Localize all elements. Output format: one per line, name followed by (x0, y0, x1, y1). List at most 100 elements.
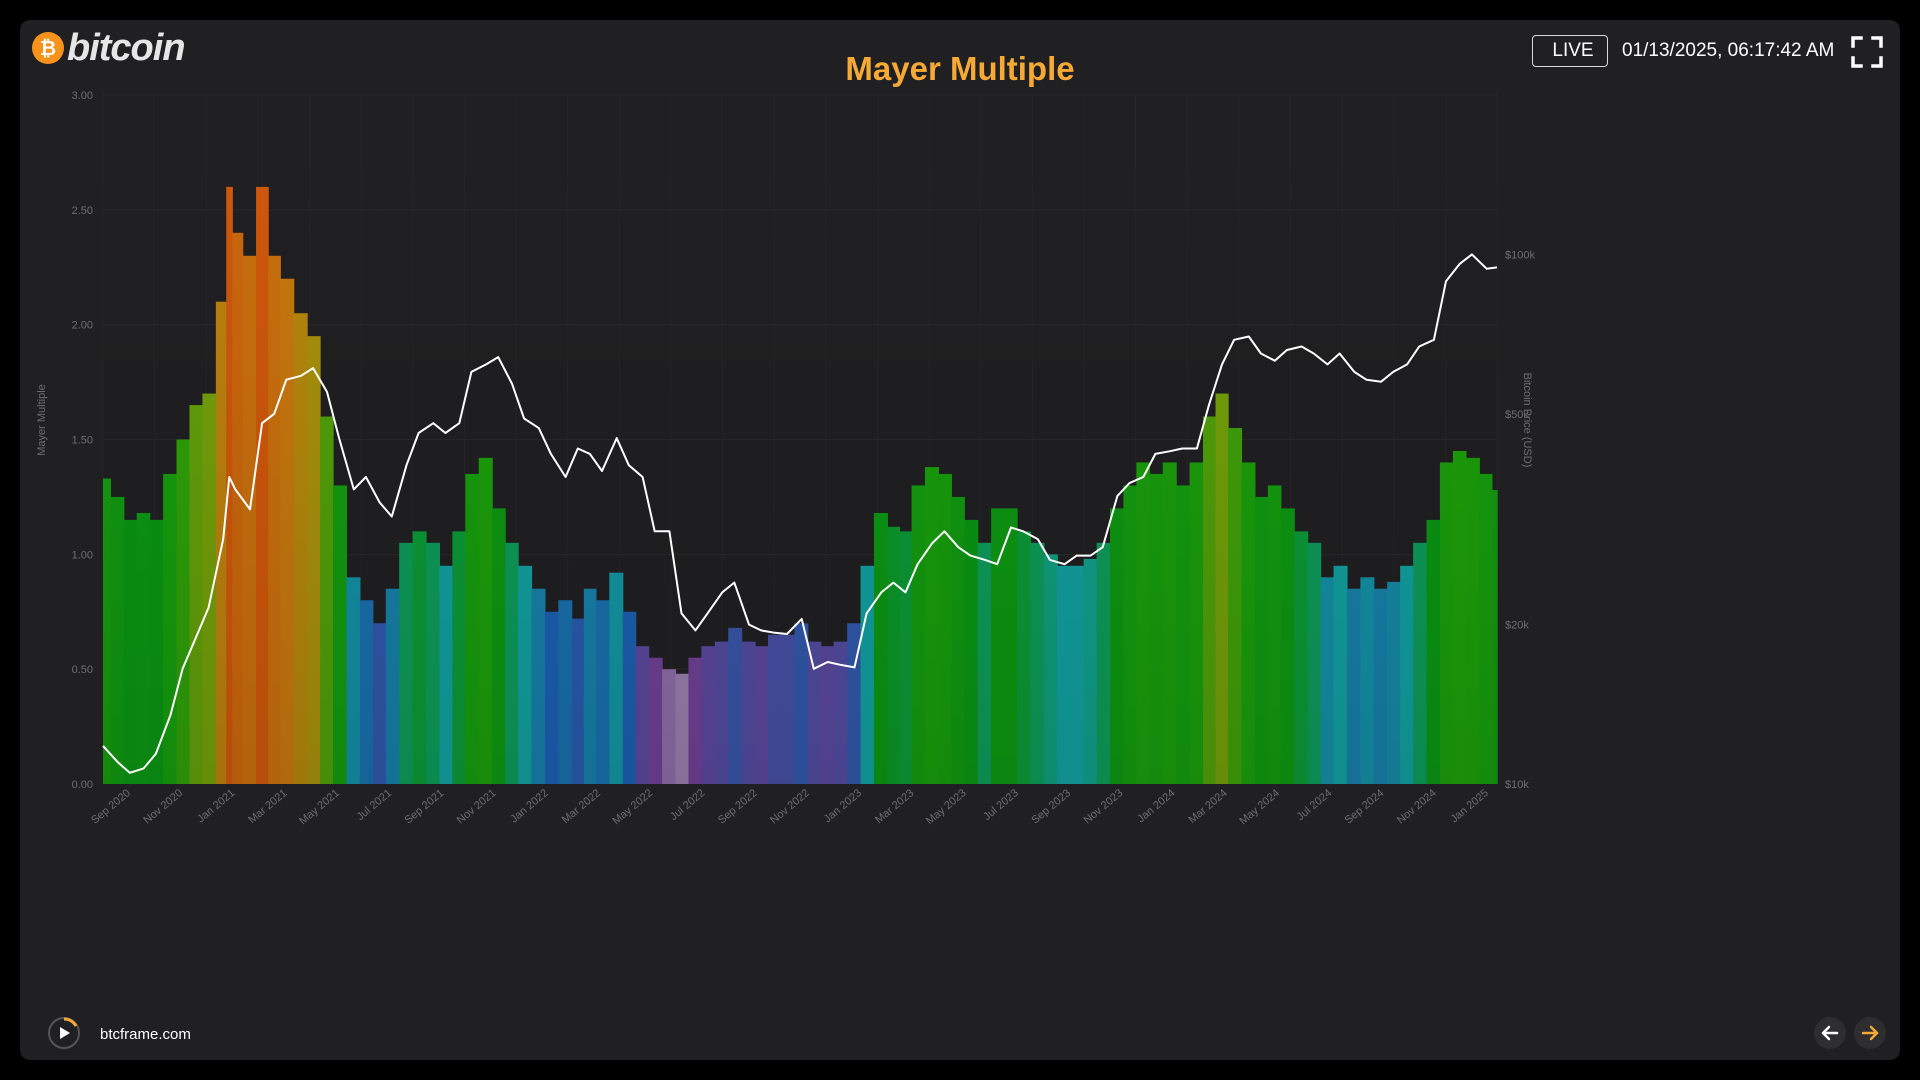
x-tick-label: May 2021 (297, 787, 342, 827)
mayer-bar (1413, 542, 1428, 784)
y-tick-label: 1.00 (72, 549, 93, 561)
arrow-right-icon (1861, 1025, 1879, 1041)
x-tick-label: Mar 2024 (1186, 787, 1229, 826)
mayer-bar (176, 439, 191, 784)
mayer-bar (964, 519, 979, 784)
y2-tick-label: $10k (1505, 779, 1529, 791)
mayer-bar (544, 611, 559, 784)
y-tick-label: 2.00 (72, 320, 93, 332)
mayer-bar (595, 600, 610, 784)
mayer-bar (571, 618, 585, 784)
mayer-bar (1176, 485, 1191, 784)
x-tick-label: Mar 2023 (873, 787, 916, 826)
mayer-bar (425, 542, 440, 784)
mayer-bar (675, 673, 690, 784)
mayer-bar (307, 336, 321, 784)
x-tick-label: Sep 2020 (89, 787, 133, 826)
mayer-bar (807, 641, 822, 784)
mayer-bar (1479, 473, 1493, 784)
mayer-bar (820, 646, 835, 784)
mayer-bar (951, 496, 965, 784)
mayer-bar (662, 669, 677, 784)
y2-tick-label: $50k (1505, 409, 1529, 421)
mayer-bar (899, 531, 913, 784)
mayer-bar (1333, 565, 1348, 784)
mayer-bar (741, 641, 756, 784)
mayer-bar (873, 512, 888, 784)
x-tick-label: Jan 2025 (1449, 787, 1491, 825)
y2-axis-ticks: $10k $20k $50k $100k (1505, 249, 1535, 791)
mayer-bar (1280, 508, 1295, 784)
mayer-bar (1426, 519, 1441, 784)
x-tick-label: Sep 2024 (1343, 787, 1387, 826)
mayer-bar (924, 467, 939, 784)
y-axis-label: Mayer Multiple (36, 384, 48, 456)
x-tick-label: Sep 2021 (403, 787, 447, 826)
mayer-bar (505, 542, 519, 784)
x-axis-ticks: Sep 2020 Nov 2020 Jan 2021 Mar 2021 May 2021… (89, 787, 1491, 827)
mayer-bar (1004, 508, 1018, 784)
x-tick-label: Mar 2022 (560, 787, 603, 826)
play-icon (60, 1027, 70, 1039)
mayer-bar (280, 278, 295, 784)
x-tick-label: Jul 2024 (1295, 787, 1335, 823)
y-tick-label: 0.50 (72, 664, 93, 676)
live-button[interactable]: LIVE (1532, 35, 1608, 67)
mayer-bar (1057, 565, 1072, 784)
x-tick-label: Jul 2021 (355, 787, 395, 823)
mayer-bar (860, 565, 875, 784)
x-tick-label: Jan 2022 (508, 787, 550, 825)
mayer-bar (110, 496, 125, 784)
mayer-bar (359, 600, 374, 784)
mayer-bar (609, 572, 624, 784)
mayer-bar (439, 565, 453, 784)
mayer-bar (268, 255, 281, 784)
mayer-bar (887, 526, 901, 784)
x-tick-label: Sep 2023 (1029, 787, 1073, 826)
mayer-bar (635, 646, 650, 784)
fullscreen-icon[interactable] (1850, 35, 1884, 69)
play-button[interactable] (48, 1017, 80, 1049)
mayer-bar (1320, 577, 1335, 784)
next-button[interactable] (1854, 1017, 1886, 1049)
mayer-bar (1162, 462, 1177, 784)
mayer-bar (531, 588, 546, 784)
y2-axis-label: Bitcoin Price (USD) (1521, 373, 1533, 468)
bitcoin-coin-icon: ₿ (32, 32, 64, 64)
x-tick-label: May 2022 (611, 787, 656, 827)
mayer-bar (622, 611, 637, 784)
mayer-bar (911, 485, 926, 784)
x-tick-label: Jul 2022 (668, 787, 708, 823)
mayer-bar (1215, 393, 1229, 784)
mayer-bar (1294, 531, 1309, 784)
bitcoin-logo: ₿ bitcoin (32, 27, 186, 69)
mayer-bar (1136, 462, 1150, 784)
mayer-bar (583, 588, 597, 784)
y2-tick-label: $20k (1505, 620, 1529, 632)
y-axis-ticks: 0.00 0.50 1.00 1.50 2.00 2.50 3.00 (72, 90, 93, 791)
mayer-bar (1241, 462, 1256, 784)
previous-button[interactable] (1814, 1017, 1846, 1049)
site-link[interactable]: btcframe.com (100, 1026, 191, 1043)
mayer-bar (701, 646, 716, 784)
mayer-bar (1149, 473, 1164, 784)
mayer-bar (1373, 588, 1388, 784)
x-tick-label: Nov 2024 (1395, 787, 1439, 826)
mayer-bar (977, 542, 992, 784)
mayer-bar (1452, 450, 1467, 784)
mayer-bar (385, 588, 400, 784)
mayer-bar (1346, 588, 1361, 784)
mayer-bar (1307, 542, 1322, 784)
chart-panel: ₿ bitcoin Mayer Multiple LIVE 01/13/2025… (20, 20, 1900, 1060)
mayer-bar (688, 657, 703, 784)
mayer-bar (1400, 565, 1414, 784)
mayer-bar (1267, 485, 1282, 784)
price-line-path (102, 253, 1498, 774)
mayer-bar (256, 186, 269, 784)
mayer-bar (293, 313, 308, 784)
mayer-bar (189, 405, 204, 784)
mayer-bar (123, 519, 138, 784)
y-tick-label: 2.50 (72, 205, 93, 217)
mayer-bar (1254, 496, 1269, 784)
chart-title: Mayer Multiple (845, 50, 1075, 87)
